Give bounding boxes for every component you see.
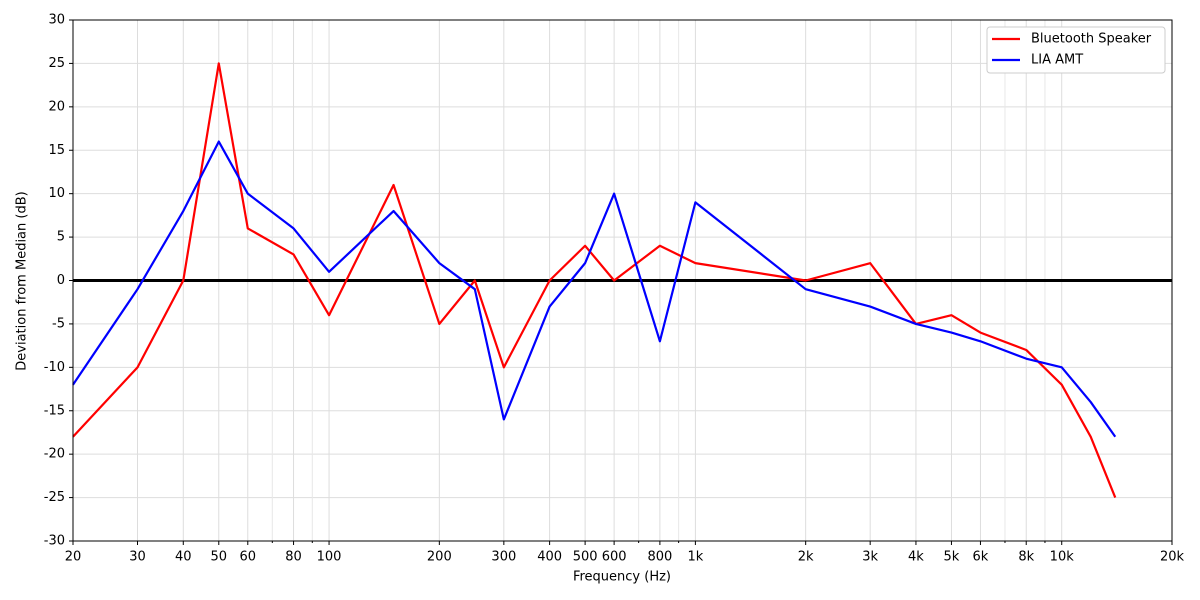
y-axis-label: Deviation from Median (dB) (15, 191, 30, 370)
y-tick-label: -5 (52, 316, 65, 331)
legend-label: Bluetooth Speaker (1031, 32, 1152, 47)
series-line (72, 140, 1117, 438)
y-tick-label: -15 (44, 403, 65, 418)
x-tick-label: 4k (908, 550, 924, 565)
y-tick-label: -25 (44, 490, 65, 505)
y-tick-label: -30 (44, 534, 65, 549)
y-tick-label: 0 (57, 273, 65, 288)
x-tick-label: 3k (862, 550, 878, 565)
plot-frame (72, 19, 1173, 542)
legend-box (986, 26, 1166, 74)
x-tick-label: 600 (602, 550, 627, 565)
y-tick-label: 15 (48, 143, 65, 158)
y-tick-label: 20 (48, 99, 65, 114)
x-tick-label: 2k (798, 550, 814, 565)
x-tick-label: 10k (1050, 550, 1075, 565)
legend-label: LIA AMT (1031, 53, 1083, 68)
x-tick-label: 80 (285, 550, 302, 565)
x-tick-label: 40 (175, 550, 192, 565)
x-tick-label: 500 (573, 550, 598, 565)
x-tick-label: 20k (1160, 550, 1185, 565)
x-tick-label: 300 (491, 550, 516, 565)
x-tick-label: 5k (944, 550, 960, 565)
x-tick-label: 50 (211, 550, 228, 565)
x-tick-label: 1k (687, 550, 703, 565)
x-tick-label: 8k (1018, 550, 1034, 565)
y-tick-label: 10 (48, 186, 65, 201)
x-tick-label: 400 (537, 550, 562, 565)
x-tick-label: 6k (973, 550, 989, 565)
series-line (72, 62, 1117, 498)
x-tick-label: 200 (427, 550, 452, 565)
x-tick-label: 800 (647, 550, 672, 565)
y-tick-label: 30 (48, 13, 65, 28)
y-tick-label: -20 (44, 447, 65, 462)
y-tick-label: 25 (48, 56, 65, 71)
x-tick-label: 60 (240, 550, 257, 565)
x-axis-label: Frequency (Hz) (573, 570, 671, 585)
y-tick-label: -10 (44, 360, 65, 375)
x-tick-label: 30 (129, 550, 146, 565)
x-tick-label: 100 (317, 550, 342, 565)
x-tick-label: 20 (65, 550, 82, 565)
y-tick-label: 5 (57, 230, 65, 245)
